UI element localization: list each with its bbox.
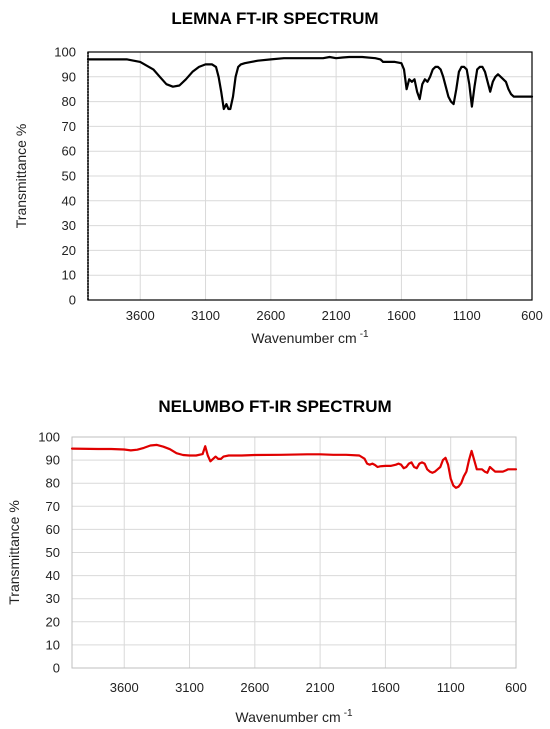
x-tick-label: 2600 [240, 680, 269, 695]
y-tick-label: 100 [38, 430, 60, 445]
y-tick-label: 10 [62, 268, 76, 283]
spectrum-line [70, 443, 518, 489]
x-tick-label: 1600 [371, 680, 400, 695]
y-tick-label: 80 [46, 476, 60, 491]
x-tick-label: 2600 [256, 308, 285, 323]
y-tick-label: 20 [46, 614, 60, 629]
y-tick-label: 20 [62, 243, 76, 258]
y-tick-label: 70 [46, 499, 60, 514]
x-tick-label: 600 [505, 680, 527, 695]
nelumbo-chart: NELUMBO FT-IR SPECTRUM 0 10 20 30 40 50 60 70 80 9… [6, 397, 527, 725]
y-tick-label: 30 [46, 591, 60, 606]
y-tick-label: 100 [54, 45, 76, 60]
y-tick-label: 90 [46, 453, 60, 468]
y-tick-label: 30 [62, 218, 76, 233]
y-tick-label: 50 [46, 545, 60, 560]
x-axis-label-superscript: -1 [344, 708, 353, 719]
x-axis-label: Wavenumber cm -1 [235, 708, 353, 725]
y-tick-label: 60 [62, 144, 76, 159]
x-tick-label: 1100 [453, 308, 481, 323]
y-tick-label: 80 [62, 94, 76, 109]
x-axis-label: Wavenumber cm -1 [251, 329, 369, 346]
x-tick-label: 3100 [191, 308, 220, 323]
spectrum-line [86, 55, 534, 111]
chart-title: LEMNA FT-IR SPECTRUM [171, 9, 378, 28]
plot-frame [71, 436, 517, 669]
lemna-chart: LEMNA FT-IR SPECTRUM 0 10 20 30 40 50 60 70 80 90 1… [13, 9, 543, 346]
x-tick-label: 2100 [322, 308, 351, 323]
y-tick-label: 0 [53, 661, 60, 676]
x-tick-label: 3100 [175, 680, 204, 695]
x-axis-label-text: Wavenumber cm [235, 709, 340, 725]
y-tick-label: 60 [46, 522, 60, 537]
x-tick-label: 1600 [387, 308, 416, 323]
y-tick-label: 50 [62, 169, 76, 184]
y-tick-label: 90 [62, 69, 76, 84]
y-axis-label: Transmittance % [13, 124, 29, 229]
chart-title: NELUMBO FT-IR SPECTRUM [158, 397, 391, 416]
y-tick-label: 10 [46, 637, 60, 652]
y-tick-label: 40 [46, 568, 60, 583]
x-tick-label: 600 [521, 308, 543, 323]
x-tick-label: 3600 [110, 680, 139, 695]
y-axis-label: Transmittance % [6, 500, 22, 605]
x-axis-label-superscript: -1 [360, 329, 369, 340]
y-tick-label: 70 [62, 119, 76, 134]
y-tick-label: 0 [69, 293, 76, 308]
x-axis-label-text: Wavenumber cm [251, 330, 356, 346]
y-tick-label: 40 [62, 193, 76, 208]
x-tick-label: 3600 [126, 308, 155, 323]
x-tick-label: 1100 [437, 680, 465, 695]
x-tick-label: 2100 [306, 680, 335, 695]
